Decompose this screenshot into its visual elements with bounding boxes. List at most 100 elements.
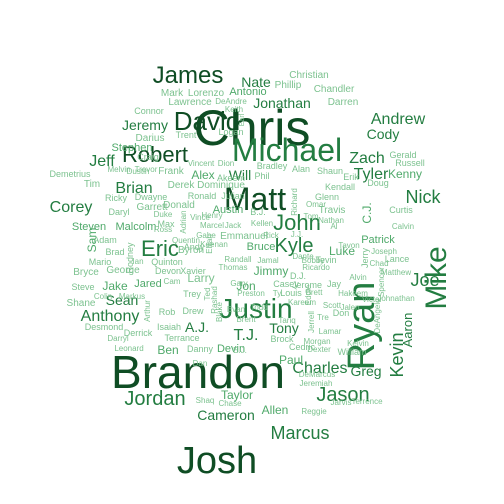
word-jordan: Jordan bbox=[124, 388, 185, 410]
word-christian: Christian bbox=[289, 70, 328, 81]
word-jeff: Jeff bbox=[89, 153, 115, 170]
word-reggie: Reggie bbox=[301, 407, 327, 416]
word-robert: Robert bbox=[122, 142, 188, 167]
word-paul: Paul bbox=[279, 353, 303, 367]
word-erik: Erik bbox=[343, 172, 359, 182]
word-brian: Brian bbox=[115, 180, 152, 197]
word-ricky: Ricky bbox=[105, 193, 127, 203]
word-evan: Evan bbox=[227, 305, 245, 314]
word-kareem: Kareem bbox=[288, 298, 316, 307]
word-colin: Colin bbox=[94, 292, 112, 301]
word-omar: Omar bbox=[306, 200, 326, 209]
word-larry: Larry bbox=[187, 271, 214, 285]
word-dustin: Dustin bbox=[127, 167, 150, 176]
word-jerry: Jerry bbox=[360, 248, 370, 268]
word-connor: Connor bbox=[134, 106, 164, 116]
word-corey: Corey bbox=[50, 199, 93, 216]
word-victor: Victor bbox=[362, 295, 383, 304]
word-antonio: Antonio bbox=[229, 86, 266, 98]
word-darryl: Darryl bbox=[107, 334, 129, 343]
word-alan: Alan bbox=[292, 164, 310, 174]
word-vincent: Vincent bbox=[188, 159, 215, 168]
word-brent: Brent bbox=[236, 315, 256, 324]
word-jake: Jake bbox=[102, 279, 128, 293]
word-trevor: Trevor bbox=[135, 165, 158, 174]
word-c-j: C.J. bbox=[360, 202, 374, 223]
word-jack: Jack bbox=[225, 221, 242, 230]
word-jeremy: Jeremy bbox=[122, 117, 168, 133]
word-quinton: Quinton bbox=[151, 257, 183, 267]
word-kellen: Kellen bbox=[251, 219, 273, 228]
word-eric: Eric bbox=[141, 236, 179, 261]
word-curtis: Curtis bbox=[389, 205, 413, 215]
word-dexter: Dexter bbox=[307, 345, 331, 354]
word-tom: Tom bbox=[303, 212, 318, 221]
word-shane: Shane bbox=[67, 298, 96, 309]
word-devin: Devin bbox=[217, 343, 245, 355]
word-travis: Travis bbox=[319, 205, 346, 216]
word-joseph: Joseph bbox=[371, 247, 397, 256]
word-phillip: Phillip bbox=[275, 80, 302, 91]
word-donald: Donald bbox=[163, 200, 195, 211]
word-brandon: Brandon bbox=[111, 346, 285, 398]
word-kelvin: Kelvin bbox=[347, 339, 369, 348]
word-ronald: Ronald bbox=[188, 191, 217, 201]
word-randall: Randall bbox=[224, 255, 251, 264]
word-matt: Matt bbox=[224, 181, 286, 217]
word-alex: Alex bbox=[191, 168, 214, 182]
word-mike: Mike bbox=[420, 246, 453, 309]
word-marcus: Marcus bbox=[270, 423, 329, 443]
word-drew: Drew bbox=[182, 306, 204, 316]
word-jason: Jason bbox=[316, 384, 369, 406]
word-elijah: Elijah bbox=[205, 234, 214, 254]
word-sam: Sam bbox=[85, 228, 99, 253]
word-tim: Tim bbox=[84, 179, 100, 190]
word-max: Max bbox=[157, 219, 175, 229]
word-tevin: Tevin bbox=[315, 255, 336, 265]
word-brett: Brett bbox=[306, 288, 324, 297]
word-isaiah: Isaiah bbox=[157, 322, 181, 332]
word-julian: Julian bbox=[221, 191, 245, 201]
word-garrett: Garrett bbox=[136, 202, 167, 213]
word-duke: Duke bbox=[154, 210, 173, 219]
word-ricardo: Ricardo bbox=[302, 263, 330, 272]
word-melvin: Melvin bbox=[107, 165, 130, 174]
word-brad: Brad bbox=[105, 247, 124, 257]
word-will: Will bbox=[229, 167, 252, 183]
word-jay: Jay bbox=[327, 279, 342, 289]
word-vince: Vince bbox=[190, 213, 210, 222]
word-kenny: Kenny bbox=[388, 167, 422, 181]
word-doug: Doug bbox=[367, 178, 389, 188]
word-rick: Rick bbox=[263, 231, 280, 240]
word-henry: Henry bbox=[201, 211, 222, 220]
word-sean: Sean bbox=[106, 292, 139, 308]
word-austin: Austin bbox=[213, 204, 244, 216]
word-andy: Andy bbox=[184, 242, 205, 252]
word-ian: Ian bbox=[132, 257, 143, 266]
word-earl: Earl bbox=[239, 113, 246, 126]
word-lawrence: Lawrence bbox=[168, 97, 212, 108]
word-ben: Ben bbox=[157, 343, 178, 357]
word-aaron: Aaron bbox=[400, 313, 415, 348]
word-xavier: Xavier bbox=[180, 266, 206, 276]
word-deangelo: DeAngelo bbox=[373, 298, 382, 334]
word-andrew: Andrew bbox=[371, 111, 426, 128]
word-bryce: Bryce bbox=[73, 267, 99, 278]
word-keith: Keith bbox=[225, 105, 243, 114]
word-jarvis: Jarvis bbox=[331, 398, 352, 407]
word-dwayne: Dwayne bbox=[135, 192, 168, 202]
word-kyle: Kyle bbox=[275, 235, 314, 257]
word-dion: Dion bbox=[218, 159, 234, 168]
word-frank: Frank bbox=[158, 166, 185, 177]
word-d-j: D.J. bbox=[290, 271, 306, 281]
word-craig: Craig bbox=[137, 152, 159, 162]
word-james: James bbox=[153, 62, 224, 89]
word-scott: Scott bbox=[323, 301, 342, 310]
word-zach: Zach bbox=[349, 150, 385, 167]
word-akeem: Akeem bbox=[217, 173, 245, 183]
word-louis: Louis bbox=[280, 288, 302, 298]
word-spencer: Spencer bbox=[377, 267, 386, 297]
word-cameron: Cameron bbox=[197, 407, 255, 423]
word-leonard: Leonard bbox=[114, 344, 143, 353]
word-rob: Rob bbox=[159, 307, 176, 317]
